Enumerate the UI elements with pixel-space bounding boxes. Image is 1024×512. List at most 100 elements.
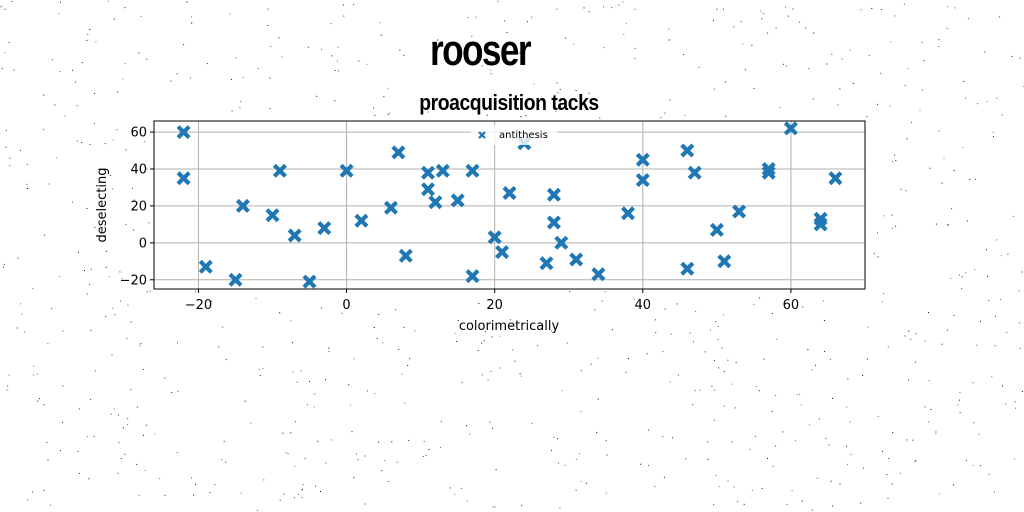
data-point xyxy=(569,252,584,267)
noise-dot xyxy=(561,390,563,392)
noise-dot xyxy=(553,436,555,438)
noise-dot xyxy=(972,382,974,384)
noise-dot xyxy=(723,371,725,373)
data-point xyxy=(384,200,398,215)
noise-dot xyxy=(928,421,930,423)
noise-dot xyxy=(59,450,61,452)
noise-dot xyxy=(986,249,987,251)
noise-dot xyxy=(792,8,794,10)
noise-dot xyxy=(958,399,960,401)
noise-dot xyxy=(1019,57,1021,59)
noise-dot xyxy=(597,357,599,359)
noise-dot xyxy=(731,441,733,443)
noise-dot xyxy=(953,170,955,171)
noise-dot xyxy=(235,57,237,59)
noise-dot xyxy=(566,342,568,344)
noise-dot xyxy=(24,331,26,333)
noise-dot xyxy=(1021,391,1023,392)
data-point xyxy=(198,259,213,274)
noise-dot xyxy=(255,297,257,299)
legend-marker-glyph xyxy=(478,131,486,139)
noise-dot xyxy=(531,422,533,424)
noise-dot xyxy=(599,117,601,119)
noise-dot xyxy=(72,69,73,71)
noise-dot xyxy=(47,459,49,461)
noise-dot xyxy=(358,60,360,62)
noise-dot xyxy=(398,348,400,350)
noise-dot xyxy=(996,97,998,99)
data-point xyxy=(554,235,569,250)
noise-dot xyxy=(906,138,908,140)
noise-dot xyxy=(457,320,459,321)
noise-dot xyxy=(307,404,308,406)
noise-dot xyxy=(557,438,558,440)
noise-dot xyxy=(471,35,473,37)
noise-dot xyxy=(906,439,908,441)
noise-dot xyxy=(935,432,937,434)
noise-dot xyxy=(648,464,649,466)
noise-dot xyxy=(356,453,357,455)
noise-dot xyxy=(381,34,383,36)
noise-dot xyxy=(320,307,322,309)
noise-dot xyxy=(159,478,161,480)
grid-lines xyxy=(154,121,865,289)
noise-dot xyxy=(250,422,252,424)
noise-dot xyxy=(27,499,29,501)
noise-dot xyxy=(133,199,135,201)
noise-dot xyxy=(341,312,343,314)
noise-dot xyxy=(42,129,44,131)
noise-dot xyxy=(783,63,784,65)
noise-dot xyxy=(146,424,148,426)
noise-dot xyxy=(713,88,715,90)
noise-dot xyxy=(378,313,380,315)
noise-dot xyxy=(646,353,648,355)
noise-dot xyxy=(456,341,458,342)
noise-dot xyxy=(364,503,366,505)
noise-dot xyxy=(805,27,807,29)
noise-dot xyxy=(94,92,96,94)
noise-dot xyxy=(724,81,726,83)
noise-dot xyxy=(685,458,687,460)
noise-dot xyxy=(722,314,724,316)
noise-dot xyxy=(315,485,317,487)
data-point xyxy=(591,267,606,282)
noise-dot xyxy=(8,374,10,376)
noise-dot xyxy=(753,88,755,90)
noise-dot xyxy=(124,63,126,65)
data-point xyxy=(421,165,435,180)
data-point xyxy=(717,254,732,269)
noise-dot xyxy=(882,450,883,452)
noise-dot xyxy=(176,73,178,75)
noise-dot xyxy=(48,183,50,185)
noise-dot xyxy=(481,342,483,344)
noise-dot xyxy=(938,493,940,495)
noise-dot xyxy=(894,154,895,156)
noise-dot xyxy=(93,435,95,437)
noise-dot xyxy=(921,41,923,43)
noise-dot xyxy=(662,435,664,437)
noise-dot xyxy=(279,499,281,501)
noise-dot xyxy=(302,484,304,485)
noise-dot xyxy=(849,49,851,51)
noise-dot xyxy=(731,383,733,385)
noise-dot xyxy=(755,385,757,387)
noise-dot xyxy=(895,160,897,162)
noise-dot xyxy=(454,493,456,495)
noise-dot xyxy=(522,56,524,58)
data-point xyxy=(761,162,776,176)
noise-dot xyxy=(183,44,185,45)
noise-dot xyxy=(910,338,912,340)
noise-dot xyxy=(565,37,567,39)
noise-dot xyxy=(298,493,300,495)
noise-dot xyxy=(132,187,134,189)
noise-dot xyxy=(108,276,110,278)
noise-dot xyxy=(396,461,398,463)
noise-dot xyxy=(126,424,128,426)
noise-dot xyxy=(980,320,981,322)
noise-dot xyxy=(761,488,763,489)
noise-dot xyxy=(391,441,393,443)
noise-dot xyxy=(829,358,831,360)
noise-dot xyxy=(525,115,527,117)
noise-dot xyxy=(269,77,271,79)
noise-dot xyxy=(328,347,330,349)
